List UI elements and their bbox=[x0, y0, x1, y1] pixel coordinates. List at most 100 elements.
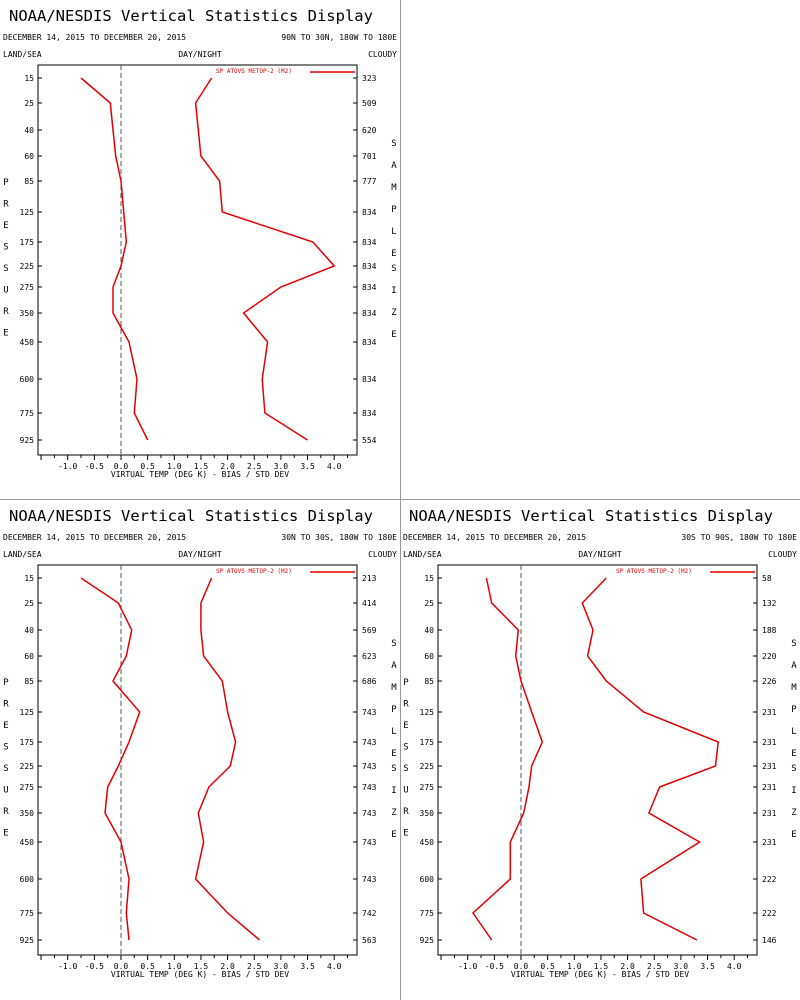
sample-size-axis-letter: Z bbox=[791, 808, 797, 818]
x-tick-label: 3.0 bbox=[274, 462, 289, 471]
sample-size-label: 58 bbox=[762, 574, 772, 583]
pressure-axis-letter: E bbox=[403, 828, 408, 838]
sample-size-label: 834 bbox=[362, 208, 377, 217]
sample-size-label: 563 bbox=[362, 936, 377, 945]
pressure-level-label: 25 bbox=[424, 599, 434, 608]
x-tick-label: 0.5 bbox=[540, 962, 555, 971]
pressure-level-label: 350 bbox=[20, 809, 35, 818]
chart-title: NOAA/NESDIS Vertical Statistics Display bbox=[9, 507, 373, 525]
x-tick-label: 3.5 bbox=[700, 962, 715, 971]
x-axis-label: VIRTUAL TEMP (DEG K) - BIAS / STD DEV bbox=[111, 970, 289, 979]
pressure-level-label: 175 bbox=[20, 738, 35, 747]
x-tick-label: 4.0 bbox=[327, 962, 342, 971]
vertical-stats-chart: NOAA/NESDIS Vertical Statistics Display D… bbox=[3, 507, 397, 979]
pressure-axis-letter: E bbox=[403, 721, 408, 731]
sample-size-label: 569 bbox=[362, 626, 377, 635]
sample-size-label: 620 bbox=[362, 126, 377, 135]
panel-divider-horizontal bbox=[0, 499, 800, 500]
x-tick-label: 3.5 bbox=[300, 462, 315, 471]
sample-size-label: 231 bbox=[762, 809, 777, 818]
x-tick-label: 2.5 bbox=[247, 462, 262, 471]
x-tick-label: 1.0 bbox=[167, 962, 182, 971]
pressure-axis-letter: R bbox=[3, 699, 9, 709]
sample-size-label: 146 bbox=[762, 936, 777, 945]
pressure-axis-letter: E bbox=[3, 328, 8, 338]
pressure-axis-letter: S bbox=[3, 742, 8, 752]
sample-size-label: 834 bbox=[362, 283, 377, 292]
bias-series-line bbox=[472, 577, 544, 941]
sample-size-label: 742 bbox=[362, 909, 377, 918]
pressure-level-label: 350 bbox=[420, 809, 435, 818]
x-tick-label: -0.5 bbox=[85, 962, 104, 971]
sample-size-label: 834 bbox=[362, 338, 377, 347]
cloudy-label: CLOUDY bbox=[368, 550, 397, 559]
date-range: DECEMBER 14, 2015 TO DECEMBER 20, 2015 bbox=[3, 33, 186, 42]
sample-size-label: 213 bbox=[362, 574, 377, 583]
x-tick-label: -0.5 bbox=[85, 462, 104, 471]
sample-size-label: 834 bbox=[362, 262, 377, 271]
pressure-level-label: 275 bbox=[20, 783, 35, 792]
pressure-level-label: 925 bbox=[20, 436, 35, 445]
sample-size-axis-letter: L bbox=[391, 227, 396, 237]
pressure-level-label: 40 bbox=[24, 126, 34, 135]
region-label: 30S TO 90S, 180W TO 180E bbox=[681, 533, 797, 542]
sample-size-label: 743 bbox=[362, 738, 377, 747]
pressure-level-label: 85 bbox=[24, 177, 34, 186]
vertical-stats-chart: NOAA/NESDIS Vertical Statistics Display D… bbox=[403, 507, 797, 979]
chart-panel-30s-90s: NOAA/NESDIS Vertical Statistics Display D… bbox=[400, 500, 800, 1000]
pressure-level-label: 450 bbox=[420, 838, 435, 847]
sample-size-label: 231 bbox=[762, 762, 777, 771]
pressure-axis-letter: E bbox=[3, 221, 8, 231]
bias-series-line bbox=[80, 577, 141, 941]
chart-panel-30n-30s: NOAA/NESDIS Vertical Statistics Display D… bbox=[0, 500, 400, 1000]
sample-size-label: 834 bbox=[362, 309, 377, 318]
date-range: DECEMBER 14, 2015 TO DECEMBER 20, 2015 bbox=[3, 533, 186, 542]
sample-size-label: 777 bbox=[362, 177, 377, 186]
sample-size-label: 743 bbox=[362, 708, 377, 717]
x-tick-label: 2.0 bbox=[620, 962, 635, 971]
sample-size-axis-letter: M bbox=[391, 183, 397, 193]
pressure-level-label: 15 bbox=[24, 74, 34, 83]
chart-title: NOAA/NESDIS Vertical Statistics Display bbox=[9, 7, 373, 25]
cloudy-label: CLOUDY bbox=[368, 50, 397, 59]
pressure-level-label: 175 bbox=[420, 738, 435, 747]
sample-size-axis-letter: L bbox=[391, 727, 396, 737]
sample-size-axis-letter: M bbox=[791, 683, 797, 693]
legend-label: SP ATOVS METOP-2 (M2) bbox=[216, 568, 292, 575]
pressure-axis-letter: S bbox=[403, 764, 408, 774]
sample-size-axis-letter: E bbox=[391, 749, 396, 759]
pressure-axis-letter: S bbox=[3, 242, 8, 252]
x-tick-label: 1.5 bbox=[194, 962, 209, 971]
pressure-axis-letter: P bbox=[403, 678, 409, 688]
date-range: DECEMBER 14, 2015 TO DECEMBER 20, 2015 bbox=[403, 533, 586, 542]
pressure-axis-letter: R bbox=[403, 699, 409, 709]
pressure-level-label: 600 bbox=[20, 875, 35, 884]
x-tick-label: 3.0 bbox=[274, 962, 289, 971]
x-tick-label: 1.0 bbox=[567, 962, 582, 971]
sample-size-axis-letter: S bbox=[791, 639, 796, 649]
x-tick-label: 4.0 bbox=[727, 962, 742, 971]
sample-size-label: 554 bbox=[362, 436, 377, 445]
pressure-level-label: 60 bbox=[24, 652, 34, 661]
sample-size-label: 323 bbox=[362, 74, 377, 83]
sample-size-label: 222 bbox=[762, 909, 777, 918]
sample-size-label: 743 bbox=[362, 762, 377, 771]
sample-size-axis-letter: A bbox=[391, 161, 397, 171]
pressure-axis-letter: U bbox=[3, 785, 8, 795]
land-sea-label: LAND/SEA bbox=[3, 50, 42, 59]
legend-label: SP ATOVS METOP-2 (M2) bbox=[216, 68, 292, 75]
sample-size-axis-letter: P bbox=[391, 205, 397, 215]
sample-size-axis-letter: E bbox=[791, 830, 796, 840]
sample-size-label: 231 bbox=[762, 838, 777, 847]
pressure-axis-letter: P bbox=[3, 678, 9, 688]
x-tick-label: -1.0 bbox=[58, 462, 77, 471]
pressure-level-label: 225 bbox=[20, 762, 35, 771]
sample-size-axis-letter: Z bbox=[391, 308, 397, 318]
pressure-level-label: 600 bbox=[420, 875, 435, 884]
sample-size-axis-letter: A bbox=[791, 661, 797, 671]
day-night-label: DAY/NIGHT bbox=[578, 550, 622, 559]
pressure-level-label: 175 bbox=[20, 238, 35, 247]
x-tick-label: 2.5 bbox=[247, 962, 262, 971]
pressure-level-label: 40 bbox=[24, 626, 34, 635]
pressure-level-label: 60 bbox=[424, 652, 434, 661]
